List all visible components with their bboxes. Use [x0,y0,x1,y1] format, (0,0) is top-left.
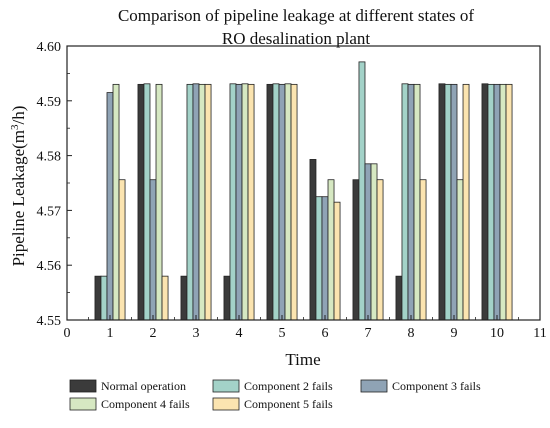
bar-4-1 [112,83,120,321]
legend: Normal operation Component 2 fails Compone… [69,379,481,411]
bar-1-8 [395,275,403,321]
legend-swatch-3 [360,379,388,393]
bar-3-1 [106,92,114,321]
bar-4-2 [155,83,163,321]
chart-title-line-1: Comparison of pipeline leakage at differ… [118,6,474,25]
legend-swatch-1 [69,379,97,393]
bar-4-10 [499,83,507,321]
legend-label-3: Component 3 fails [392,379,481,393]
bar-5-6 [333,201,341,321]
bar-2-9 [444,83,452,321]
bar-2-2 [143,83,151,321]
bar-1-3 [180,275,188,321]
bar-3-8 [407,83,415,321]
bar-3-9 [450,83,458,321]
y-tick-label: 4.60 [37,40,62,55]
x-tick-label: 5 [279,326,286,341]
x-tick-label: 1 [107,326,114,341]
bar-1-6 [309,159,317,321]
bar-1-1 [94,275,102,321]
x-tick-label: 9 [451,326,458,341]
bar-5-5 [290,83,298,321]
legend-label-2: Component 2 fails [244,379,333,393]
bar-5-2 [161,275,169,321]
bar-4-3 [198,83,206,321]
x-tick-label: 8 [408,326,415,341]
bar-2-3 [186,83,194,321]
x-tick-label: 10 [490,326,504,341]
bar-5-3 [204,83,212,321]
x-tick-label: 2 [150,326,157,341]
bar-5-7 [376,179,384,321]
bar-4-7 [370,163,378,321]
axes-group: 0 1 2 3 4 5 6 7 8 9 10 11 4.55 4.56 4.57 4.58 4.59 4.60 [37,40,547,341]
bar-4-8 [413,83,421,321]
bar-2-8 [401,83,409,321]
bar-2-1 [100,275,108,321]
y-axis-label-main: Pipeline Leakage(m [9,130,28,266]
legend-swatch-4 [69,397,97,411]
y-axis-label: Pipeline Leakage(m3/h) [9,106,28,267]
y-tick-label: 4.58 [37,150,62,165]
bar-2-5 [272,83,280,321]
bar-1-4 [223,275,231,321]
bar-1-9 [438,83,446,321]
legend-label-4: Component 4 fails [101,397,190,411]
x-tick-label: 11 [533,326,546,341]
bar-4-5 [284,83,292,321]
x-tick-label: 7 [365,326,372,341]
legend-label-1: Normal operation [101,379,186,393]
bar-1-10 [481,83,489,321]
legend-swatch-5 [212,397,240,411]
bar-1-5 [266,83,274,321]
bar-5-10 [505,83,513,321]
y-axis-label-end: /h) [9,106,28,125]
bar-4-6 [327,179,335,321]
bar-3-6 [321,196,329,321]
x-tick-label: 6 [322,326,329,341]
bar-3-4 [235,83,243,321]
y-axis-label-sup: 3 [9,124,21,130]
x-tick-label: 3 [193,326,200,341]
bar-5-8 [419,179,427,321]
bar-5-1 [118,179,126,321]
x-tick-label: 0 [64,326,71,341]
bar-3-3 [192,83,200,321]
bar-4-4 [241,83,249,321]
bar-2-4 [229,83,237,321]
bar-2-6 [315,196,323,321]
chart-title-line-2: RO desalination plant [222,29,371,48]
bar-3-5 [278,83,286,321]
bar-3-7 [364,163,372,321]
bar-1-7 [352,179,360,321]
bars-group [94,61,513,321]
bar-4-9 [456,179,464,321]
y-tick-label: 4.56 [37,259,62,274]
bar-3-10 [493,83,501,321]
bar-2-10 [487,83,495,321]
legend-label-5: Component 5 fails [244,397,333,411]
bar-5-4 [247,83,255,321]
y-tick-label: 4.59 [37,95,62,110]
y-tick-label: 4.55 [37,314,62,329]
bar-5-9 [462,83,470,321]
y-tick-label: 4.57 [37,204,62,219]
bar-1-2 [137,83,145,321]
bar-2-7 [358,61,366,321]
x-axis-label: Time [285,350,320,369]
bar-3-2 [149,179,157,321]
x-tick-label: 4 [236,326,243,341]
legend-swatch-2 [212,379,240,393]
